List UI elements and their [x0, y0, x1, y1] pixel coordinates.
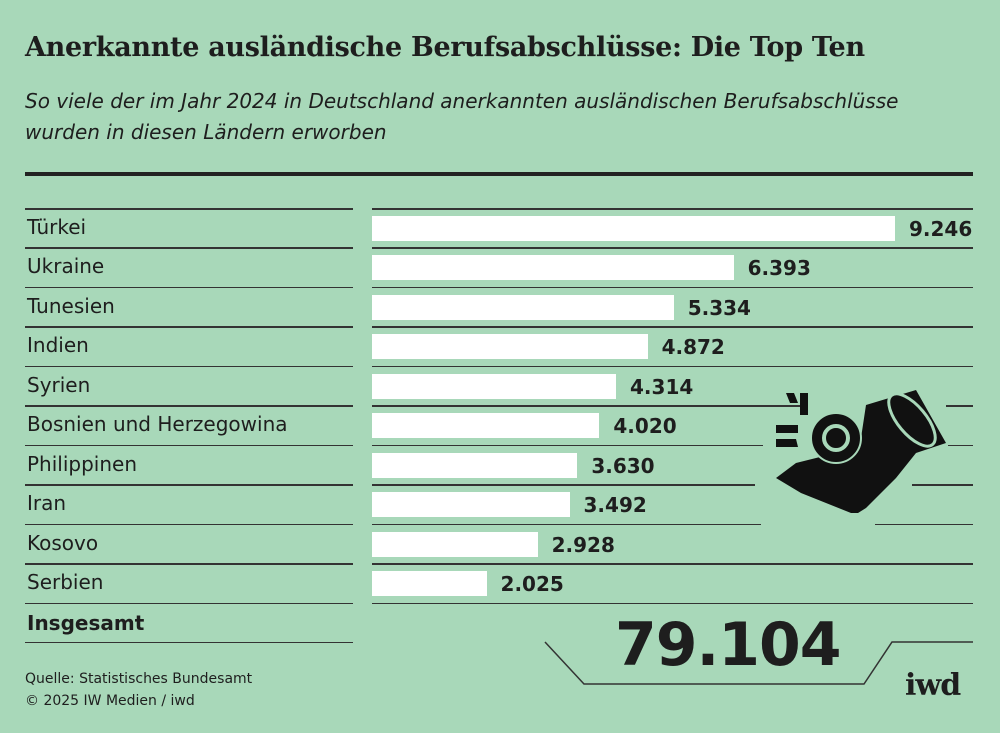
row-divider — [372, 208, 973, 210]
row-divider — [25, 484, 353, 486]
row-divider — [25, 444, 353, 447]
value-label: 5.334 — [687, 295, 751, 320]
value-label: 2.025 — [500, 572, 564, 597]
row-divider — [25, 405, 353, 407]
category-label: Türkei — [27, 215, 87, 239]
row-divider — [25, 326, 353, 328]
row-divider — [948, 444, 973, 447]
source-note: Quelle: Statistisches Bundesamt © 2025 I… — [25, 668, 252, 712]
iwd-logo: iwd — [905, 668, 961, 703]
row-divider — [875, 523, 973, 526]
category-label: Kosovo — [27, 530, 99, 555]
row-divider — [25, 641, 353, 644]
bar — [372, 216, 895, 241]
category-label: Indien — [27, 333, 89, 358]
row-divider — [372, 444, 763, 447]
row-divider — [372, 365, 973, 368]
row-divider — [372, 247, 973, 249]
row-divider — [372, 563, 973, 565]
bar — [372, 294, 674, 320]
value-label: 6.393 — [747, 256, 811, 281]
row-divider — [25, 286, 353, 289]
category-label: Ukraine — [27, 254, 105, 279]
diploma-scroll-icon — [776, 390, 946, 513]
category-label: Tunesien — [27, 293, 115, 318]
value-label: 4.020 — [613, 414, 677, 439]
value-label: 3.630 — [591, 453, 655, 478]
row-divider — [25, 208, 353, 210]
value-label: 3.492 — [583, 493, 647, 518]
category-label: Iran — [27, 491, 67, 516]
row-divider — [25, 602, 353, 604]
row-divider — [25, 365, 353, 368]
bar — [372, 492, 570, 518]
total-frame — [544, 641, 973, 685]
bar — [372, 531, 538, 557]
row-divider — [372, 326, 973, 328]
row-divider — [25, 523, 353, 526]
value-label: 2.928 — [551, 532, 615, 557]
category-label: Syrien — [27, 372, 91, 397]
total-label: Insgesamt — [27, 611, 145, 635]
bar — [372, 571, 487, 597]
row-divider — [372, 523, 761, 526]
value-label: 4.872 — [661, 335, 725, 360]
row-divider — [372, 602, 973, 604]
bar — [372, 452, 578, 478]
bar — [372, 373, 617, 399]
row-divider — [372, 484, 755, 486]
total-value: 79.104 — [615, 610, 842, 680]
title-rule — [25, 172, 973, 176]
bar — [372, 334, 648, 360]
value-label: 4.314 — [630, 374, 694, 399]
row-divider — [25, 563, 353, 565]
row-divider — [946, 405, 973, 407]
row-divider — [912, 484, 973, 486]
row-divider — [372, 405, 803, 407]
category-label: Bosnien und Herzegowina — [27, 412, 288, 437]
category-label: Serbien — [27, 570, 104, 595]
value-label: 9.246 — [909, 217, 973, 241]
category-label: Philippinen — [27, 451, 138, 476]
source-text: Quelle: Statistisches Bundesamt — [25, 671, 253, 687]
bar — [372, 255, 734, 281]
copyright-text: © 2025 IW Medien / iwd — [25, 693, 195, 709]
chart-subtitle: So viele der im Jahr 2024 in Deutschland… — [25, 89, 899, 144]
chart-title: Anerkannte ausländische Berufsabschlüsse… — [25, 32, 865, 63]
row-divider — [372, 286, 973, 289]
bar — [372, 413, 600, 439]
row-divider — [25, 247, 353, 249]
